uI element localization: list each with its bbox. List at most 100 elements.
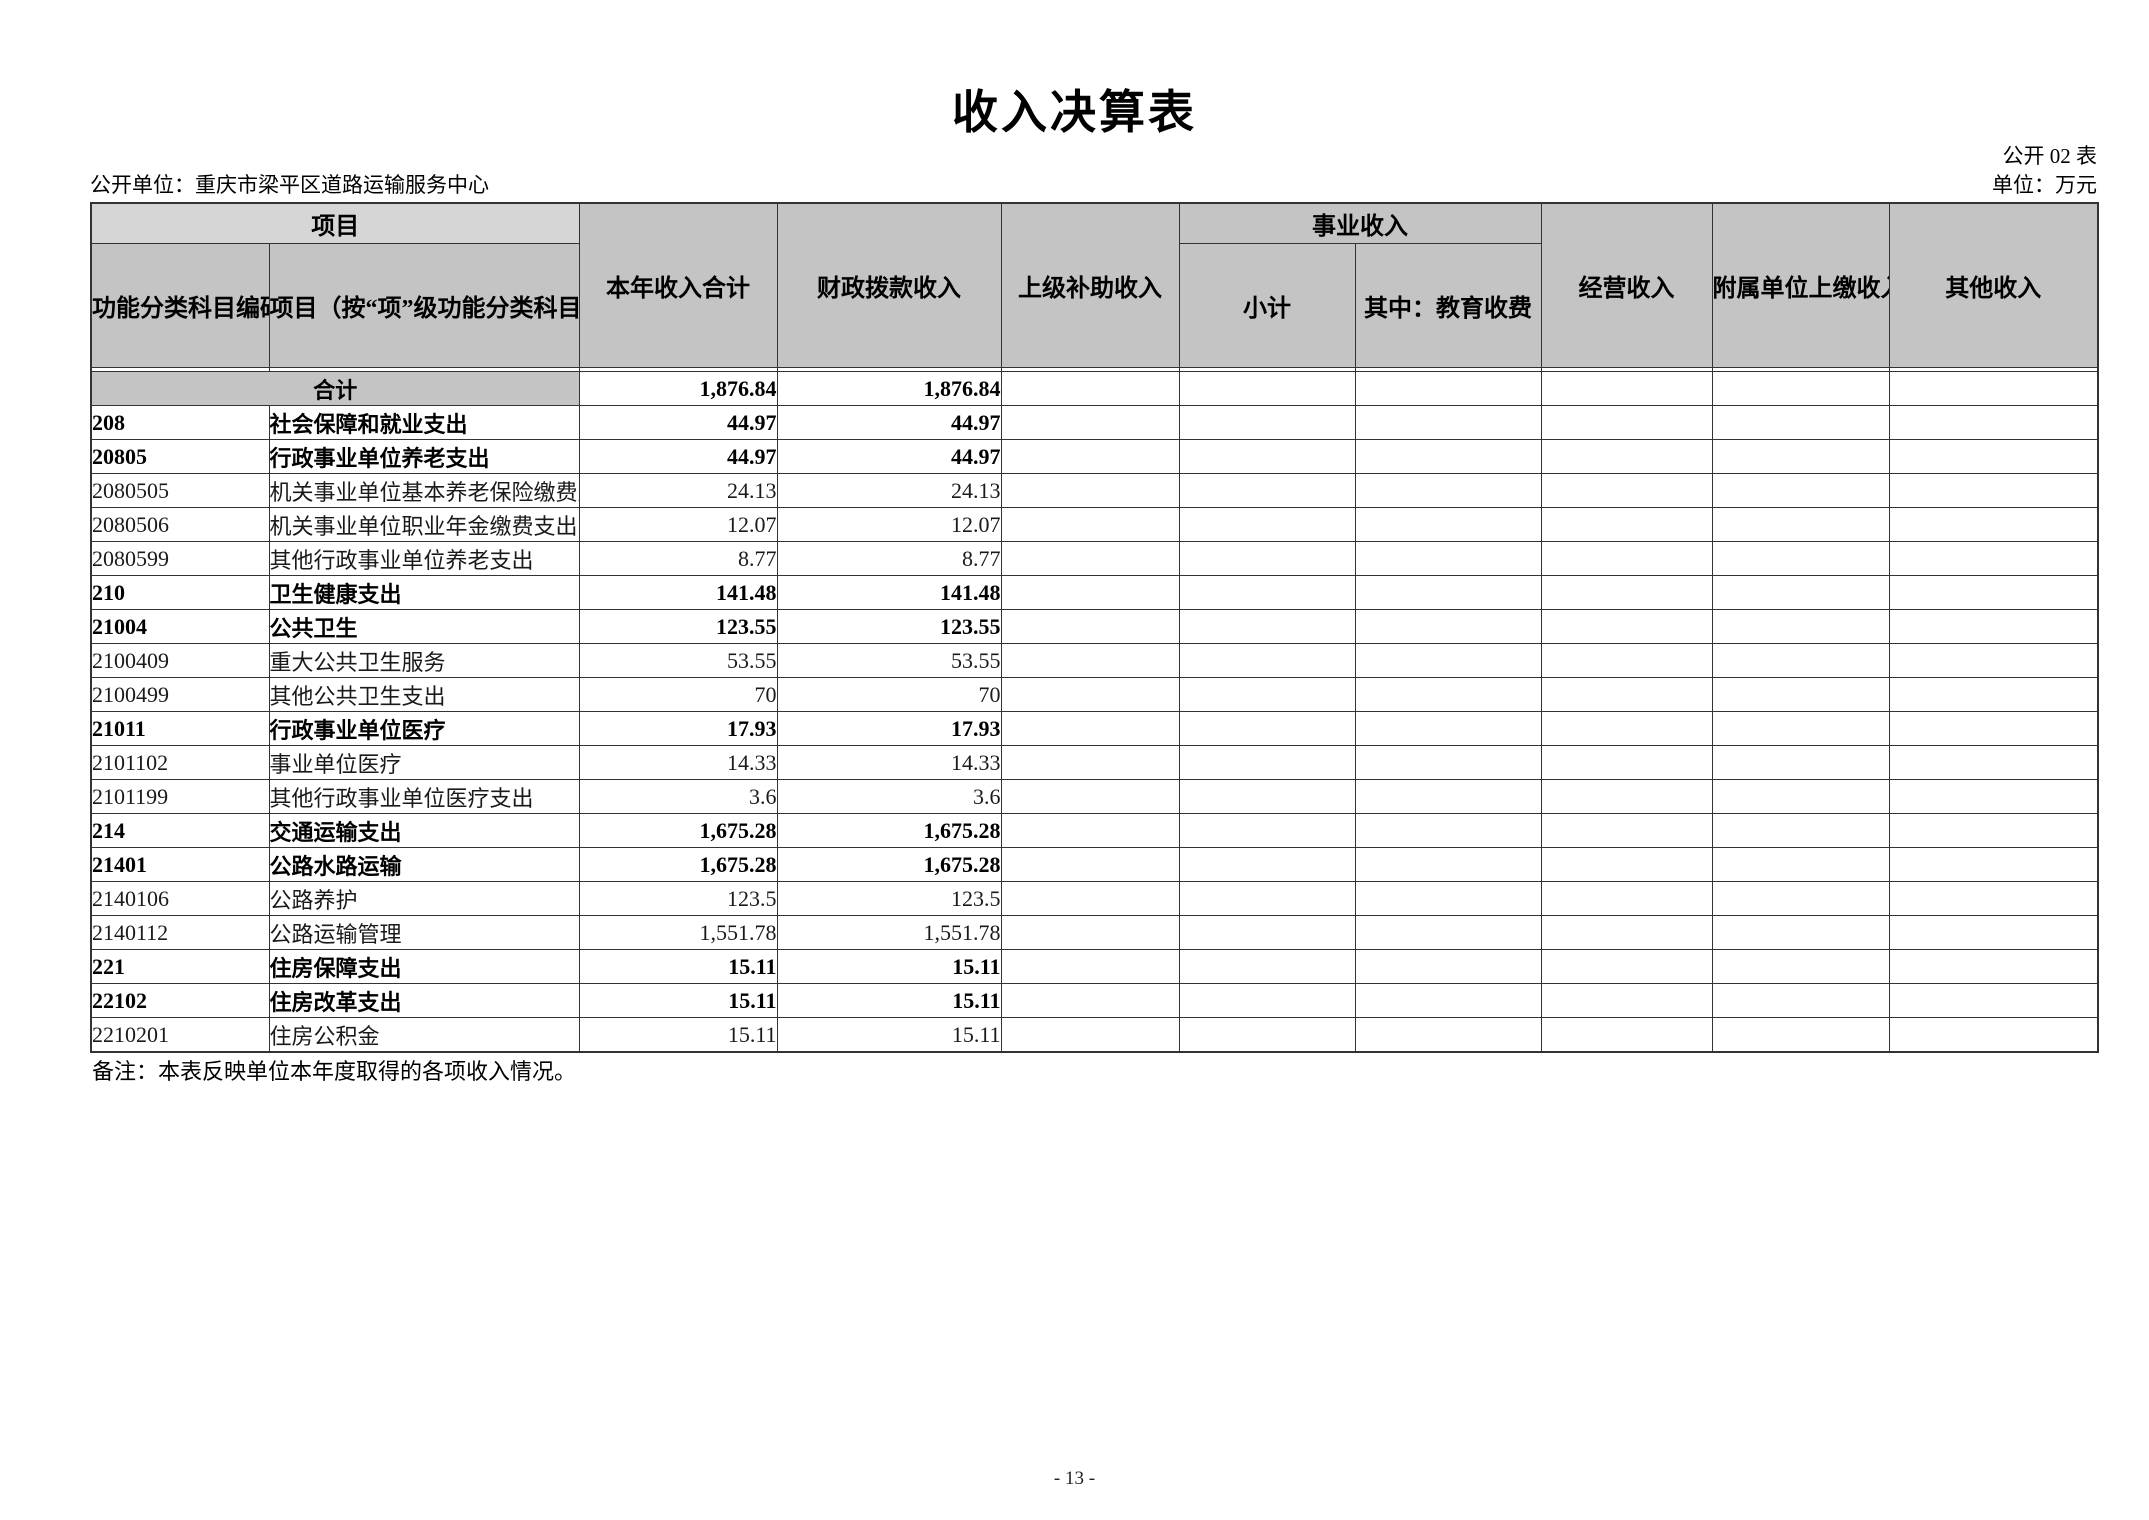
project-name-cell: 交通运输支出 bbox=[268, 813, 580, 848]
project-name-cell: 公路养护 bbox=[268, 881, 580, 916]
project-name-cell: 公路运输管理 bbox=[268, 915, 580, 950]
value-cell bbox=[1888, 473, 2099, 508]
value-cell bbox=[1000, 711, 1180, 746]
value-cell bbox=[1540, 439, 1713, 474]
value-cell bbox=[1354, 779, 1542, 814]
value-cell bbox=[1354, 1017, 1542, 1053]
value-cell bbox=[1888, 439, 2099, 474]
value-cell bbox=[1711, 779, 1890, 814]
project-name-cell: 其他行政事业单位医疗支出 bbox=[268, 779, 580, 814]
value-cell bbox=[1178, 983, 1356, 1018]
value-cell bbox=[1000, 541, 1180, 576]
project-name-cell: 住房改革支出 bbox=[268, 983, 580, 1018]
value-cell bbox=[1000, 847, 1180, 882]
value-cell bbox=[1540, 847, 1713, 882]
value-cell: 1,876.84 bbox=[776, 371, 1002, 406]
table-row: 2101102 事业单位医疗 14.33 14.33 bbox=[90, 745, 2099, 780]
value-cell bbox=[1888, 915, 2099, 950]
table-row: 22102 住房改革支出 15.11 15.11 bbox=[90, 983, 2099, 1018]
value-cell bbox=[1354, 677, 1542, 712]
project-name-cell: 住房公积金 bbox=[268, 1017, 580, 1053]
table-row: 21011 行政事业单位医疗 17.93 17.93 bbox=[90, 711, 2099, 746]
project-name-cell: 公路水路运输 bbox=[268, 847, 580, 882]
project-name-cell: 卫生健康支出 bbox=[268, 575, 580, 610]
value-cell bbox=[1178, 915, 1356, 950]
function-code-cell: 2101199 bbox=[90, 779, 270, 814]
value-cell: 15.11 bbox=[578, 949, 778, 984]
value-cell: 1,551.78 bbox=[776, 915, 1002, 950]
value-cell bbox=[1888, 1017, 2099, 1053]
value-cell: 15.11 bbox=[578, 1017, 778, 1053]
total-label-cell: 合计 bbox=[90, 371, 580, 406]
value-cell: 17.93 bbox=[776, 711, 1002, 746]
value-cell bbox=[1354, 609, 1542, 644]
value-cell: 12.07 bbox=[578, 507, 778, 542]
value-cell bbox=[1354, 881, 1542, 916]
value-cell: 44.97 bbox=[776, 439, 1002, 474]
value-cell: 1,675.28 bbox=[776, 813, 1002, 848]
value-cell bbox=[1888, 881, 2099, 916]
function-code-cell: 2140112 bbox=[90, 915, 270, 950]
value-cell bbox=[1178, 711, 1356, 746]
function-code-cell: 210 bbox=[90, 575, 270, 610]
header-operating-income: 经营收入 bbox=[1540, 202, 1713, 368]
value-cell bbox=[1354, 575, 1542, 610]
value-cell bbox=[1711, 643, 1890, 678]
header-fiscal-income: 财政拨款收入 bbox=[776, 202, 1002, 368]
value-cell bbox=[1888, 677, 2099, 712]
project-name-cell: 住房保障支出 bbox=[268, 949, 580, 984]
value-cell bbox=[1540, 983, 1713, 1018]
table-row: 21004 公共卫生 123.55 123.55 bbox=[90, 609, 2099, 644]
table-row: 21401 公路水路运输 1,675.28 1,675.28 bbox=[90, 847, 2099, 882]
value-cell bbox=[1000, 1017, 1180, 1053]
value-cell bbox=[1178, 1017, 1356, 1053]
value-cell bbox=[1540, 779, 1713, 814]
value-cell bbox=[1888, 643, 2099, 678]
value-cell bbox=[1711, 983, 1890, 1018]
value-cell bbox=[1540, 405, 1713, 440]
value-cell: 53.55 bbox=[578, 643, 778, 678]
table-row: 221 住房保障支出 15.11 15.11 bbox=[90, 949, 2099, 984]
function-code-cell: 208 bbox=[90, 405, 270, 440]
value-cell bbox=[1888, 745, 2099, 780]
value-cell bbox=[1178, 949, 1356, 984]
value-cell: 15.11 bbox=[776, 949, 1002, 984]
value-cell: 24.13 bbox=[776, 473, 1002, 508]
function-code-cell: 2100409 bbox=[90, 643, 270, 678]
value-cell bbox=[1000, 405, 1180, 440]
table-row: 208 社会保障和就业支出 44.97 44.97 bbox=[90, 405, 2099, 440]
value-cell bbox=[1540, 473, 1713, 508]
value-cell bbox=[1354, 847, 1542, 882]
value-cell bbox=[1711, 541, 1890, 576]
function-code-cell: 2210201 bbox=[90, 1017, 270, 1053]
value-cell bbox=[1888, 779, 2099, 814]
value-cell bbox=[1354, 405, 1542, 440]
value-cell bbox=[1711, 915, 1890, 950]
page-title: 收入决算表 bbox=[952, 87, 1197, 138]
value-cell bbox=[1000, 507, 1180, 542]
function-code-cell: 22102 bbox=[90, 983, 270, 1018]
value-cell bbox=[1888, 371, 2099, 406]
value-cell bbox=[1000, 609, 1180, 644]
function-code-cell: 2080506 bbox=[90, 507, 270, 542]
value-cell bbox=[1000, 371, 1180, 406]
value-cell bbox=[1354, 473, 1542, 508]
function-code-cell: 21011 bbox=[90, 711, 270, 746]
value-cell: 24.13 bbox=[578, 473, 778, 508]
value-cell bbox=[1354, 983, 1542, 1018]
project-name-cell: 机关事业单位基本养老保险缴费支出 bbox=[268, 473, 580, 508]
value-cell bbox=[1711, 745, 1890, 780]
value-cell: 70 bbox=[776, 677, 1002, 712]
header-function-code: 功能分类科目编码 bbox=[90, 243, 270, 368]
table-body: 合计 1,876.84 1,876.84 208 社会保障和就业支出 44.97 44.97… bbox=[90, 367, 2099, 1053]
value-cell bbox=[1178, 541, 1356, 576]
footnote: 备注：本表反映单位本年度取得的各项收入情况。 bbox=[92, 1059, 577, 1084]
value-cell bbox=[1711, 439, 1890, 474]
value-cell bbox=[1540, 507, 1713, 542]
value-cell bbox=[1178, 643, 1356, 678]
value-cell: 17.93 bbox=[578, 711, 778, 746]
value-cell bbox=[1540, 915, 1713, 950]
value-cell bbox=[1178, 847, 1356, 882]
value-cell bbox=[1711, 473, 1890, 508]
